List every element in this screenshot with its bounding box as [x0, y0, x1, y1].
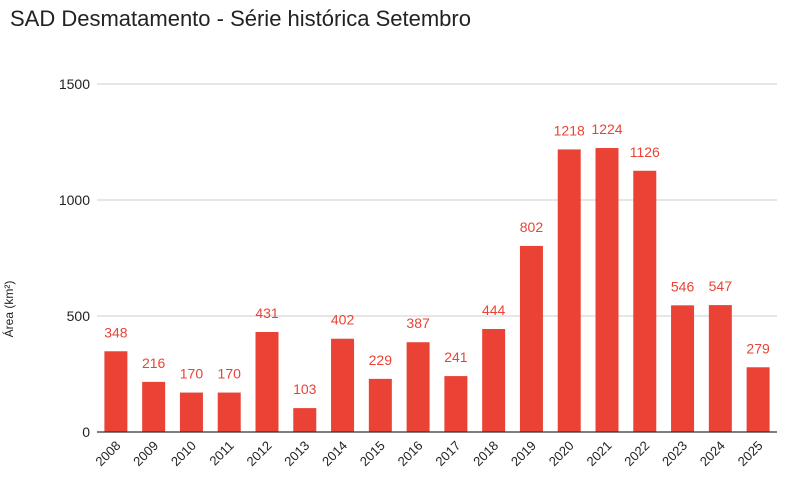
bar [142, 381, 166, 432]
data-label: 402 [331, 312, 355, 328]
data-label: 229 [369, 352, 393, 368]
data-label: 444 [482, 302, 506, 318]
y-tick-label: 500 [67, 308, 91, 324]
bar [746, 367, 770, 432]
y-axis: 0 500 1000 1500 [59, 76, 90, 440]
bar [671, 305, 695, 432]
x-tick-label: 2022 [621, 438, 652, 469]
bars [104, 148, 770, 433]
bar [519, 245, 543, 432]
x-tick-label: 2019 [508, 438, 539, 469]
data-label: 547 [709, 278, 733, 294]
data-label: 279 [746, 340, 770, 356]
x-tick-label: 2014 [319, 438, 350, 469]
x-tick-label: 2011 [206, 438, 236, 468]
bar [217, 392, 241, 432]
x-tick-label: 2023 [659, 438, 690, 469]
bar [633, 170, 657, 432]
data-label: 431 [255, 305, 279, 321]
data-label: 387 [406, 315, 430, 331]
bar [104, 351, 128, 432]
bar [293, 408, 317, 432]
bar [444, 376, 468, 432]
data-label: 1224 [591, 121, 622, 137]
bar [179, 392, 203, 432]
bar [557, 149, 581, 432]
x-tick-label: 2015 [357, 438, 388, 469]
data-label: 348 [104, 324, 128, 340]
bar [255, 332, 279, 432]
data-label: 170 [180, 366, 204, 382]
x-axis: 2008 2009 2010 2011 2012 2013 2014 2015 2016 2017… [92, 431, 777, 469]
bar [708, 305, 732, 432]
x-tick-label: 2021 [583, 438, 614, 469]
bar [331, 338, 355, 432]
x-tick-label: 2018 [470, 438, 501, 469]
y-tick-label: 1000 [59, 192, 90, 208]
data-label: 216 [142, 355, 166, 371]
x-tick-label: 2024 [697, 438, 728, 469]
bar [406, 342, 430, 432]
data-label: 1218 [554, 122, 585, 138]
x-tick-label: 2020 [546, 438, 577, 469]
y-axis-label: Área (km²) [1, 281, 16, 338]
y-tick-label: 0 [82, 424, 90, 440]
data-labels: 348 216 170 170 431 103 402 229 387 241 444 802 1218… [104, 121, 770, 397]
x-tick-label: 2013 [281, 438, 312, 469]
x-tick-label: 2017 [432, 438, 463, 469]
data-label: 546 [671, 278, 695, 294]
data-label: 103 [293, 381, 317, 397]
data-label: 170 [218, 366, 242, 382]
data-label: 241 [444, 349, 468, 365]
x-tick-label: 2009 [130, 438, 161, 469]
bar [368, 378, 392, 432]
data-label: 802 [520, 219, 544, 235]
bar [595, 148, 619, 433]
bar [482, 328, 506, 432]
y-tick-label: 1500 [59, 76, 90, 92]
chart-title: SAD Desmatamento - Série histórica Setem… [10, 6, 471, 31]
x-tick-label: 2008 [92, 438, 123, 469]
data-label: 1126 [630, 144, 660, 160]
x-tick-label: 2012 [243, 438, 274, 469]
x-tick-label: 2016 [395, 438, 426, 469]
x-tick-label: 2010 [168, 438, 199, 469]
gridlines [97, 83, 777, 317]
x-tick-label: 2025 [735, 438, 766, 469]
